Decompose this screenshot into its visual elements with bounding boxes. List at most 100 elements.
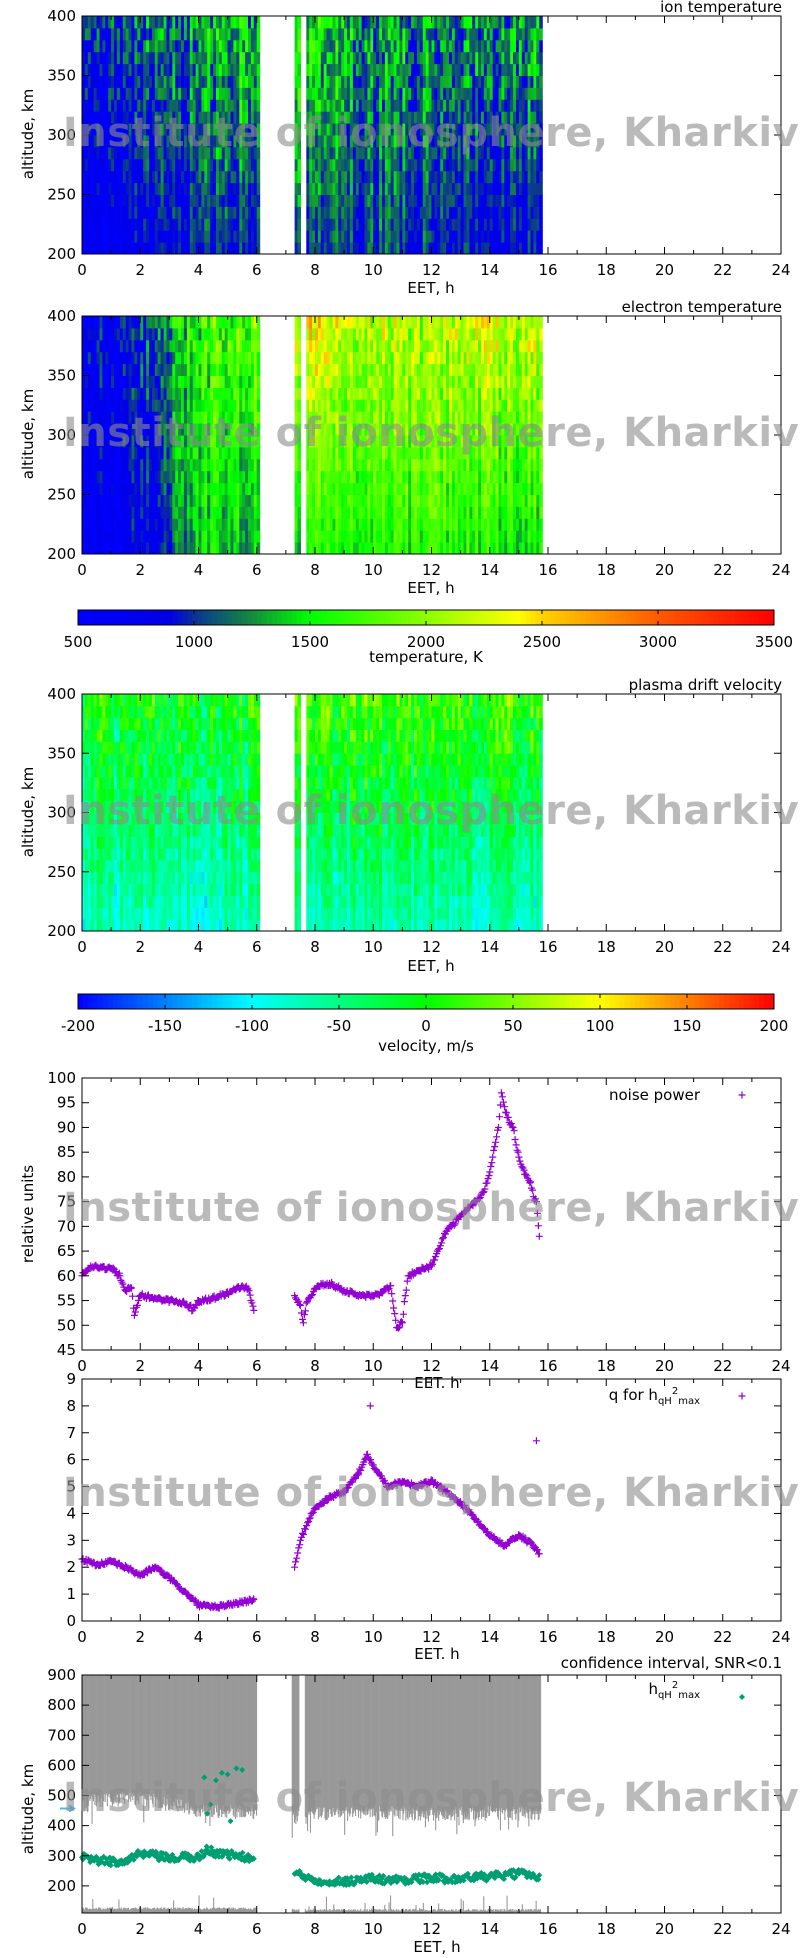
- heatmap-cell: [507, 242, 511, 255]
- heatmap-cell: [140, 16, 144, 29]
- heatmap-cell: [349, 542, 354, 555]
- heatmap-cell: [186, 123, 191, 136]
- heatmap-cell: [437, 123, 441, 136]
- heatmap-cell: [218, 27, 223, 41]
- heatmap-cell: [361, 158, 366, 172]
- heatmap-cell: [186, 158, 191, 172]
- heatmap-cell: [213, 111, 217, 124]
- heatmap-cell: [146, 16, 150, 29]
- heatmap-cell: [446, 170, 450, 184]
- heatmap-cell: [93, 75, 98, 88]
- heatmap-cell: [317, 242, 322, 255]
- heatmap-cell: [411, 158, 415, 172]
- heatmap-cell: [408, 135, 412, 148]
- heatmap-cell: [149, 194, 153, 207]
- heatmap-cell: [306, 170, 310, 184]
- heatmap-cell: [306, 16, 310, 29]
- heatmap-cell: [326, 339, 331, 353]
- heatmap-cell: [384, 111, 389, 124]
- heatmap-cell: [382, 51, 386, 65]
- heatmap-cell: [419, 146, 424, 160]
- heatmap-cell: [131, 230, 135, 243]
- heatmap-cell: [102, 63, 106, 76]
- heatmap-cell: [122, 87, 127, 100]
- heatmap-cell: [256, 206, 261, 219]
- heatmap-cell: [236, 75, 240, 88]
- heatmap-cell: [119, 158, 124, 172]
- heatmap-cell: [463, 63, 467, 76]
- heatmap-cell: [111, 242, 115, 255]
- heatmap-cell: [82, 135, 86, 148]
- heatmap-cell: [157, 158, 162, 172]
- heatmap-cell: [224, 230, 229, 243]
- heatmap-cell: [501, 63, 505, 76]
- heatmap-cell: [204, 170, 208, 184]
- heatmap-cell: [186, 63, 191, 76]
- heatmap-cell: [183, 518, 188, 531]
- heatmap-cell: [320, 206, 325, 219]
- heatmap-cell: [320, 16, 325, 29]
- heatmap-cell: [157, 16, 162, 29]
- heatmap-cell: [186, 99, 191, 112]
- heatmap-cell: [419, 135, 424, 148]
- heatmap-cell: [323, 206, 328, 219]
- heatmap-cell: [481, 27, 485, 41]
- heatmap-cell: [355, 111, 360, 124]
- heatmap-cell: [119, 123, 124, 136]
- heatmap-cell: [416, 27, 421, 41]
- heatmap-cell: [166, 87, 170, 100]
- x-tick-label: 6: [252, 261, 262, 279]
- heatmap-cell: [224, 242, 229, 255]
- heatmap-cell: [99, 99, 103, 112]
- heatmap-cell: [84, 135, 89, 148]
- heatmap-cell: [216, 158, 220, 172]
- heatmap-cell: [114, 242, 118, 255]
- heatmap-cell: [256, 75, 261, 88]
- heatmap-cell: [364, 218, 368, 231]
- heatmap-cell: [338, 75, 342, 88]
- heatmap-cell: [478, 146, 482, 160]
- heatmap-cell: [483, 39, 488, 53]
- heatmap-cell: [224, 194, 229, 207]
- heatmap-cell: [195, 75, 200, 88]
- heatmap-cell: [399, 75, 403, 88]
- heatmap-cell: [419, 158, 424, 172]
- heatmap-cell: [507, 16, 511, 29]
- heatmap-cell: [349, 518, 354, 531]
- heatmap-cell: [128, 39, 133, 53]
- heatmap-cell: [183, 111, 188, 124]
- heatmap-cell: [486, 87, 491, 100]
- heatmap-cell: [317, 51, 322, 65]
- heatmap-cell: [183, 182, 188, 195]
- heatmap-cell: [160, 363, 165, 376]
- heatmap-cell: [478, 170, 482, 184]
- heatmap-cell: [149, 182, 153, 195]
- heatmap-cell: [347, 218, 351, 231]
- heatmap-cell: [230, 99, 234, 112]
- heatmap-cell: [108, 51, 112, 65]
- heatmap-cell: [390, 194, 395, 207]
- heatmap-cell: [137, 363, 141, 376]
- heatmap-cell: [149, 158, 153, 172]
- heatmap-cell: [425, 99, 430, 112]
- heatmap-cell: [338, 51, 342, 65]
- heatmap-cell: [128, 111, 133, 124]
- heatmap-cell: [151, 146, 156, 160]
- heatmap-cell: [463, 218, 467, 231]
- heatmap-cell: [504, 99, 508, 112]
- heatmap-cell: [137, 123, 141, 136]
- heatmap-cell: [102, 170, 106, 184]
- heatmap-cell: [440, 87, 444, 100]
- heatmap-cell: [449, 39, 453, 53]
- heatmap-cell: [408, 51, 412, 65]
- heatmap-cell: [367, 182, 371, 195]
- heatmap-cell: [516, 182, 520, 195]
- heatmap-cell: [294, 75, 299, 88]
- heatmap-cell: [181, 170, 185, 184]
- heatmap-cell: [149, 135, 153, 148]
- heatmap-cell: [376, 170, 380, 184]
- heatmap-cell: [178, 111, 182, 124]
- heatmap-cell: [443, 242, 447, 255]
- heatmap-cell: [320, 146, 325, 160]
- heatmap-cell: [408, 123, 412, 136]
